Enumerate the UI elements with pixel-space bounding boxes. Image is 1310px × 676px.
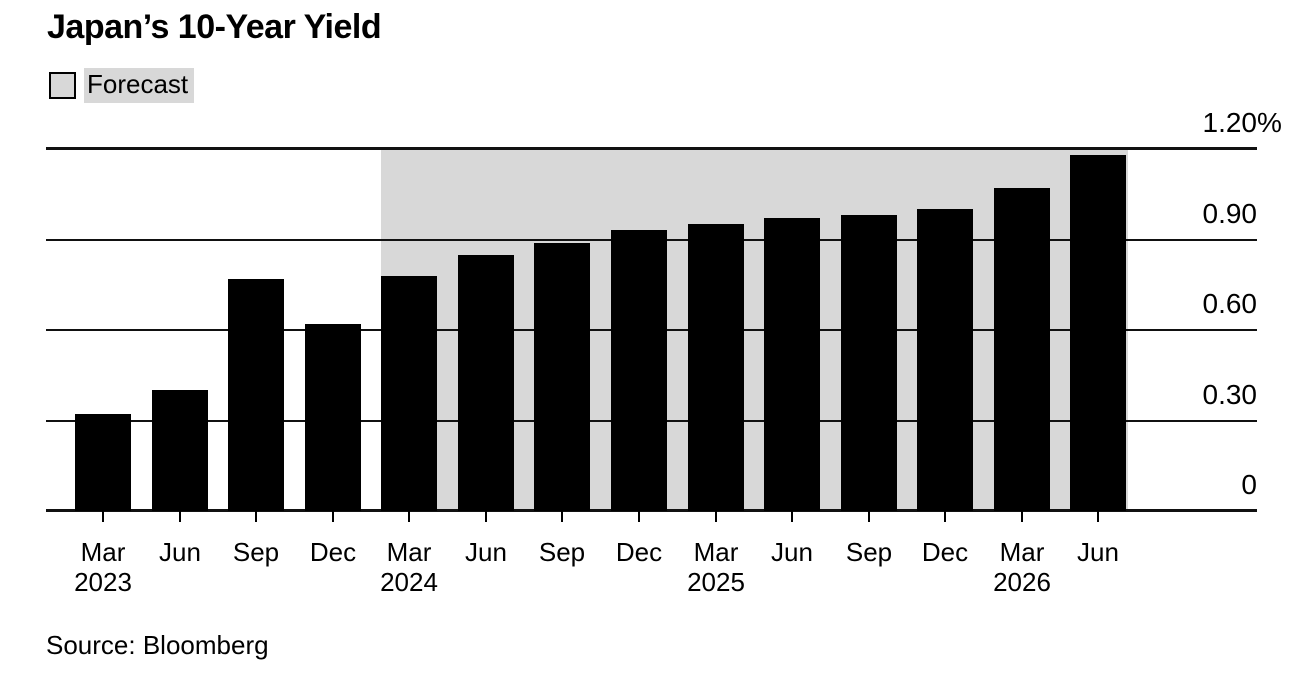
x-axis-tick [1097, 511, 1099, 522]
x-axis-tick [561, 511, 563, 522]
legend: Forecast [49, 68, 195, 103]
source-note: Source: Bloomberg [46, 630, 269, 660]
x-axis-tick [332, 511, 334, 522]
y-axis-label: 1.20% [1202, 107, 1282, 138]
forecast-legend-label: Forecast [84, 68, 195, 103]
x-axis-month-label: Jun [771, 537, 813, 567]
x-axis-year-label: 2023 [74, 567, 132, 597]
x-axis-month-label: Dec [921, 537, 969, 567]
bar-jun-2026 [1070, 155, 1126, 511]
bar-jun-2023 [152, 390, 208, 511]
bar-sep-2024 [534, 243, 590, 511]
bar-sep-2023 [228, 279, 284, 511]
x-axis-month-label: Mar [386, 537, 432, 567]
bar-jun-2025 [764, 218, 820, 511]
chart-title: Japan’s 10-Year Yield [47, 8, 382, 46]
x-axis-month-label: Dec [615, 537, 663, 567]
x-axis-month-label: Sep [538, 537, 586, 567]
x-axis-tick [868, 511, 870, 522]
y-axis-label: 0.30 [1202, 379, 1258, 410]
x-axis-tick [408, 511, 410, 522]
bar-mar-2026 [994, 188, 1050, 511]
y-axis-label: 0.90 [1202, 198, 1258, 229]
x-axis-tick [179, 511, 181, 522]
bar-dec-2025 [917, 209, 973, 511]
bar-mar-2025 [688, 224, 744, 511]
x-axis-month-label: Jun [465, 537, 507, 567]
x-axis-month-label: Mar [999, 537, 1045, 567]
x-axis-month-label: Sep [232, 537, 280, 567]
gridline-1.20 [46, 147, 1257, 150]
x-axis-tick [791, 511, 793, 522]
bar-mar-2024 [381, 276, 437, 511]
x-axis-month-label: Mar [693, 537, 739, 567]
x-axis-tick [715, 511, 717, 522]
x-axis-month-label: Sep [845, 537, 893, 567]
x-axis-month-label: Jun [159, 537, 201, 567]
forecast-legend-swatch [49, 71, 76, 99]
x-axis-year-label: 2026 [993, 567, 1051, 597]
bar-dec-2023 [305, 324, 361, 511]
percent-sign: % [1257, 107, 1282, 138]
x-axis-year-label: 2025 [687, 567, 745, 597]
x-axis-year-label: 2024 [380, 567, 438, 597]
x-axis-tick [1021, 511, 1023, 522]
x-axis-tick [944, 511, 946, 522]
bar-dec-2024 [611, 230, 667, 511]
x-axis-tick [485, 511, 487, 522]
y-axis-label: 0.60 [1202, 288, 1258, 319]
x-axis-tick [255, 511, 257, 522]
bar-jun-2024 [458, 255, 514, 511]
x-axis-month-label: Mar [80, 537, 126, 567]
x-axis-tick [638, 511, 640, 522]
x-axis-month-label: Jun [1077, 537, 1119, 567]
y-axis-label: 0 [1241, 469, 1257, 500]
x-axis-tick [102, 511, 104, 522]
x-axis-month-label: Dec [309, 537, 357, 567]
bar-mar-2023 [75, 414, 131, 511]
bar-sep-2025 [841, 215, 897, 511]
